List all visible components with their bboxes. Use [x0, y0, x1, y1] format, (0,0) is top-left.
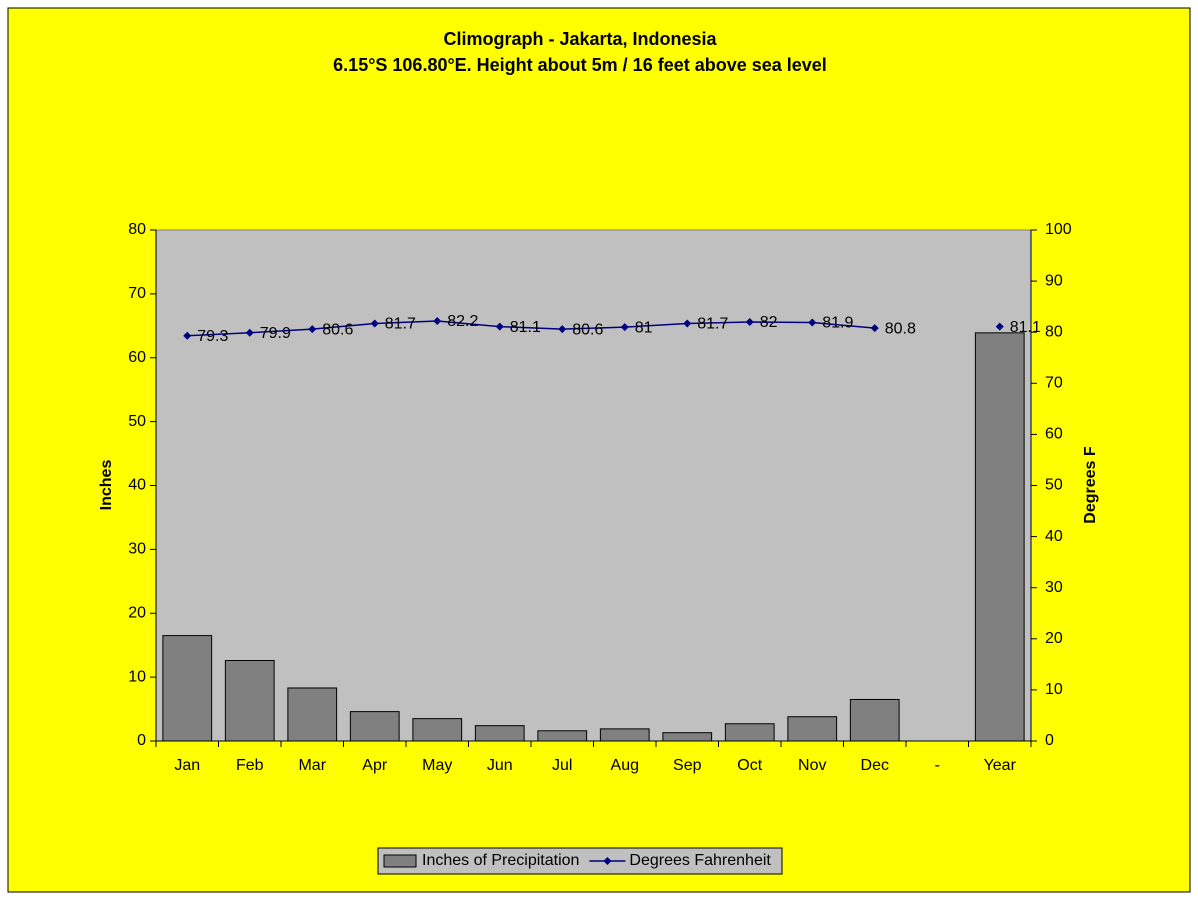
bar [224, 660, 275, 742]
legend-label: Degrees Fahrenheit [629, 852, 771, 869]
data-label: 81.7 [385, 316, 416, 333]
chart-title: Climograph - Jakarta, Indonesia [443, 29, 717, 49]
data-label: 82 [760, 314, 778, 331]
x-tick-label: May [422, 757, 452, 774]
bar [849, 698, 900, 742]
legend-swatch [603, 857, 612, 865]
data-label: 81.7 [697, 316, 728, 333]
x-tick-label: Oct [737, 757, 762, 774]
x-tick-label: Apr [362, 757, 388, 774]
point [808, 318, 817, 327]
data-label: 80.6 [572, 321, 603, 338]
y2-tick-label: 80 [1045, 323, 1063, 340]
x-tick-label: Sep [673, 757, 702, 774]
point [183, 331, 192, 340]
data-label: 81 [635, 319, 653, 336]
y2-tick-label: 100 [1045, 221, 1072, 238]
point [995, 322, 1004, 331]
bar [599, 728, 650, 742]
y-tick-label: 30 [128, 541, 146, 558]
data-label: 81.1 [1010, 319, 1041, 336]
y-tick-label: 60 [128, 349, 146, 366]
legend [377, 847, 783, 875]
bar [662, 732, 713, 742]
bar [787, 716, 838, 742]
point [308, 325, 317, 334]
x-tick-label: Nov [798, 757, 826, 774]
x-tick-label: Aug [611, 757, 639, 774]
y2-tick-label: 10 [1045, 681, 1063, 698]
y2-tick-label: 90 [1045, 272, 1063, 289]
bar [412, 718, 463, 742]
chart-subtitle: 6.15°S 106.80°E. Height about 5m / 16 fe… [333, 55, 827, 75]
bar [974, 332, 1025, 742]
y2-tick-label: 0 [1045, 732, 1054, 749]
bar [349, 711, 400, 742]
y-tick-label: 50 [128, 413, 146, 430]
data-label: 81.1 [510, 319, 541, 336]
x-tick-label: - [935, 757, 940, 774]
y2-tick-label: 20 [1045, 630, 1063, 647]
plot-area [155, 229, 1032, 742]
bar [474, 725, 525, 742]
point [495, 322, 504, 331]
y2-axis-label: Degrees F [1082, 446, 1099, 524]
data-label: 80.6 [322, 321, 353, 338]
point [370, 319, 379, 328]
legend-label: Inches of Precipitation [422, 852, 579, 869]
data-label: 81.9 [822, 315, 853, 332]
bar [537, 730, 588, 742]
y-tick-label: 70 [128, 285, 146, 302]
data-label: 80.8 [885, 320, 916, 337]
y-tick-label: 20 [128, 604, 146, 621]
y2-tick-label: 50 [1045, 477, 1063, 494]
bar [162, 635, 213, 742]
point [745, 317, 754, 326]
x-tick-label: Jul [552, 757, 572, 774]
y-tick-label: 40 [128, 477, 146, 494]
y2-tick-label: 60 [1045, 426, 1063, 443]
legend-swatch [383, 854, 417, 868]
point [433, 316, 442, 325]
x-tick-label: Jan [174, 757, 200, 774]
x-tick-label: Year [984, 757, 1017, 774]
y2-tick-label: 30 [1045, 579, 1063, 596]
y2-tick-label: 70 [1045, 375, 1063, 392]
y-tick-label: 0 [137, 732, 146, 749]
point [683, 319, 692, 328]
point [245, 328, 254, 337]
x-tick-label: Dec [861, 757, 889, 774]
point [620, 323, 629, 332]
y-axis-label: Inches [98, 460, 115, 511]
data-label: 79.3 [197, 328, 228, 345]
bar [287, 687, 338, 742]
y-tick-label: 10 [128, 668, 146, 685]
x-tick-label: Jun [487, 757, 513, 774]
y-tick-label: 80 [128, 221, 146, 238]
data-label: 82.2 [447, 313, 478, 330]
data-label: 79.9 [260, 325, 291, 342]
bar [724, 723, 775, 742]
point [558, 325, 567, 334]
y2-tick-label: 40 [1045, 528, 1063, 545]
x-tick-label: Feb [236, 757, 264, 774]
x-tick-label: Mar [298, 757, 326, 774]
point [870, 324, 879, 333]
